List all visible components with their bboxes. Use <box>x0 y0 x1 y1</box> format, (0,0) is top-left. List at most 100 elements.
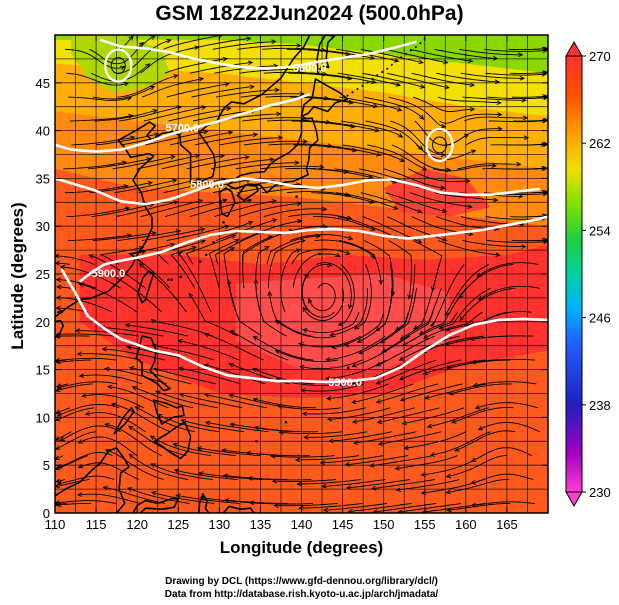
streamline <box>340 120 403 138</box>
streamline <box>478 422 540 433</box>
contour-label: 5800.0 <box>190 179 224 191</box>
coast-islet <box>204 253 208 257</box>
streamline-arrow <box>470 502 477 508</box>
streamline-arrow <box>543 141 548 147</box>
streamline-arrow <box>328 438 334 444</box>
streamline-arrow <box>443 59 449 65</box>
streamline-arrow <box>247 220 254 226</box>
streamline-arrow <box>203 363 209 368</box>
streamline-arrow <box>188 292 194 299</box>
y-tick-label: 5 <box>43 458 50 473</box>
streamline <box>212 41 276 50</box>
x-tick-label: 140 <box>291 517 313 532</box>
streamline-arrow <box>337 321 344 326</box>
streamline <box>57 286 72 289</box>
streamline-arrow <box>128 366 135 371</box>
contour-line <box>55 93 311 153</box>
streamline-arrow <box>301 115 307 121</box>
y-tick-label: 15 <box>36 363 50 378</box>
streamline <box>286 191 350 196</box>
streamline <box>316 120 379 132</box>
colorbar-label: 270 <box>589 49 611 64</box>
streamline <box>446 455 507 478</box>
streamline <box>377 407 440 424</box>
streamline <box>208 239 239 289</box>
streamline-arrow <box>172 442 178 448</box>
streamline-arrow <box>308 298 313 304</box>
streamline-arrow <box>227 130 234 136</box>
streamline <box>230 330 289 361</box>
streamline <box>214 230 267 265</box>
streamline <box>402 311 458 347</box>
streamline <box>409 192 472 208</box>
streamline-arrow <box>347 304 353 310</box>
streamline <box>274 502 338 507</box>
streamline-arrow <box>278 430 284 435</box>
credits: Drawing by DCL (https://www.gfd-dennou.o… <box>0 575 603 601</box>
streamline <box>145 130 208 146</box>
streamline <box>386 72 450 89</box>
streamline-arrow <box>372 509 378 513</box>
streamline-arrow <box>56 412 63 417</box>
streamline-arrow <box>542 118 548 124</box>
coast-taiwan <box>137 270 155 304</box>
streamline <box>137 154 200 170</box>
streamline-arrow <box>403 445 409 451</box>
streamline-arrow <box>424 395 430 400</box>
streamline-arrow <box>170 154 176 160</box>
streamline <box>395 455 458 470</box>
streamline-arrow <box>380 338 386 344</box>
streamline <box>99 247 144 265</box>
streamline <box>354 264 372 330</box>
streamline <box>385 192 447 213</box>
streamline <box>128 425 187 457</box>
streamline <box>289 234 353 241</box>
streamline-arrow <box>297 218 303 224</box>
streamline <box>55 407 95 421</box>
streamline-arrow <box>203 392 210 398</box>
streamline <box>238 203 302 218</box>
streamline <box>396 479 460 491</box>
streamline-arrow <box>176 105 183 110</box>
streamline <box>254 426 318 433</box>
streamline-arrow <box>103 366 110 372</box>
streamline <box>400 288 442 340</box>
streamline-arrow <box>56 384 63 390</box>
streamline-arrow <box>446 507 452 513</box>
streamline <box>157 414 220 433</box>
credit-data: Data from http://database.rish.kyoto-u.a… <box>164 589 439 600</box>
streamline <box>152 344 215 361</box>
streamline-arrow <box>134 406 140 411</box>
streamline <box>253 398 317 409</box>
streamline <box>419 288 467 335</box>
streamline <box>204 364 266 385</box>
contour-label: 5900.0 <box>92 268 126 280</box>
streamline <box>536 239 548 241</box>
streamline-arrow <box>329 332 335 338</box>
streamline <box>298 335 361 348</box>
streamline-arrow <box>420 472 427 477</box>
streamline-arrow <box>270 453 276 459</box>
streamline <box>326 335 386 361</box>
x-tick-label: 150 <box>373 517 395 532</box>
streamline-arrow <box>474 404 481 410</box>
streamline-arrow <box>276 111 282 117</box>
streamline <box>353 431 417 444</box>
streamline-arrow <box>345 51 351 57</box>
streamline <box>219 137 283 146</box>
streamline-arrow <box>426 423 433 429</box>
streamline-arrow <box>451 419 457 424</box>
streamline <box>439 113 502 124</box>
colorbar-extend-max <box>565 40 583 57</box>
streamline-arrow <box>248 500 255 506</box>
streamline-arrow <box>541 142 547 148</box>
streamline-arrow <box>446 365 452 370</box>
streamline <box>239 69 303 74</box>
streamline-arrow <box>177 366 184 371</box>
streamline <box>129 250 171 289</box>
streamline <box>533 191 548 194</box>
low-center <box>110 57 126 75</box>
streamline <box>119 106 182 122</box>
streamline-arrow <box>224 498 230 503</box>
streamline-arrow <box>76 351 82 357</box>
